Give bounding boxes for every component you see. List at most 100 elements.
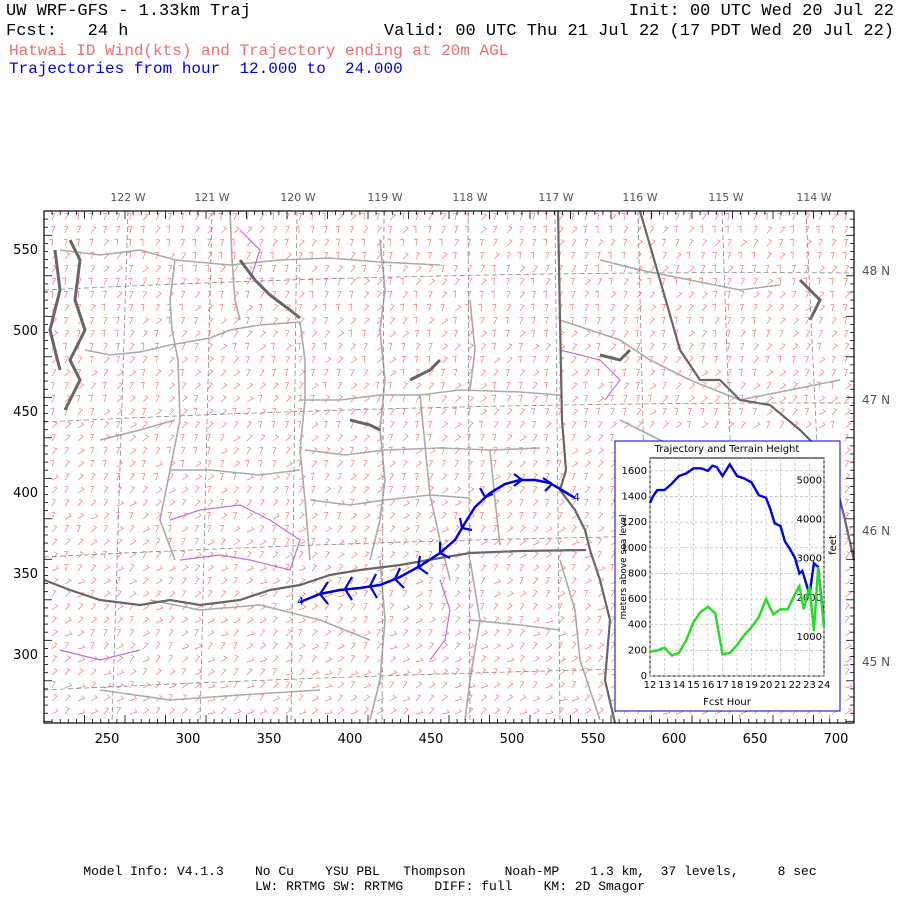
wind-barb xyxy=(272,499,279,507)
wind-barb xyxy=(454,382,462,390)
wind-barb xyxy=(427,251,432,260)
wind-barb xyxy=(844,667,850,676)
wind-barb xyxy=(220,382,228,390)
wind-barb xyxy=(570,277,575,286)
wind-barb xyxy=(662,342,667,351)
wind-barb xyxy=(479,290,484,299)
wind-barb xyxy=(103,564,111,572)
wind-barb xyxy=(467,395,475,403)
wind-barb xyxy=(245,459,250,468)
wind-barb xyxy=(584,628,590,637)
wind-barb xyxy=(389,303,395,312)
wind-barb xyxy=(142,265,150,273)
wind-barb xyxy=(479,239,484,247)
wind-barb xyxy=(103,421,110,429)
wind-caption: Hatwai ID Wind(kts) and Trajectory endin… xyxy=(9,42,509,60)
wind-barb xyxy=(349,447,354,455)
lat-label: 47 N xyxy=(862,393,890,407)
wind-barb xyxy=(597,537,603,546)
wind-barb xyxy=(181,629,189,637)
wind-barb xyxy=(519,316,524,325)
wind-barb xyxy=(453,511,458,520)
wind-barb xyxy=(102,381,107,390)
latitude-labels: 48 N 47 N 46 N 45 N xyxy=(862,264,890,669)
wind-barb xyxy=(701,304,708,312)
wind-barb xyxy=(480,694,488,702)
wind-barb xyxy=(504,316,509,325)
wind-barb xyxy=(295,225,300,233)
wind-barb xyxy=(662,407,667,416)
wind-barb xyxy=(493,602,499,611)
wind-barb xyxy=(324,629,332,637)
wind-barb xyxy=(584,603,591,611)
wind-barb xyxy=(713,356,718,364)
wind-barb xyxy=(142,395,149,403)
wind-barb xyxy=(713,290,718,299)
wind-barb xyxy=(558,656,566,663)
wind-barb xyxy=(129,460,136,468)
wind-barb xyxy=(805,368,810,377)
wind-barb xyxy=(103,682,112,689)
wind-barb xyxy=(740,239,747,247)
wind-barb xyxy=(402,565,410,572)
wind-barb xyxy=(233,395,241,403)
wind-barb xyxy=(350,382,358,390)
wind-barb xyxy=(350,317,357,325)
wind-barb xyxy=(725,212,729,221)
wind-barb xyxy=(298,680,303,689)
wind-barb xyxy=(62,277,66,286)
wind-barb xyxy=(571,420,577,429)
wind-barb xyxy=(155,265,162,273)
wind-barb xyxy=(259,355,265,364)
wind-barb xyxy=(129,654,135,663)
wind-barb xyxy=(298,654,303,663)
wind-barb xyxy=(532,589,538,598)
wind-barb xyxy=(402,680,408,689)
wind-barb xyxy=(155,317,163,325)
wind-barb xyxy=(194,512,202,520)
wind-barb xyxy=(194,681,202,689)
wind-barb xyxy=(389,433,394,442)
wind-barb xyxy=(649,265,656,273)
wind-barb xyxy=(220,343,228,351)
wind-barb xyxy=(180,238,185,247)
wind-barb xyxy=(532,459,538,468)
wind-barb xyxy=(77,695,85,702)
wind-barb xyxy=(402,629,409,637)
wind-barb xyxy=(454,395,462,403)
inset-y-tick: 1000 xyxy=(622,543,647,554)
wind-barb xyxy=(428,407,433,416)
x-tick: 350 xyxy=(257,732,282,747)
wind-barb xyxy=(285,577,292,585)
wind-barb xyxy=(64,538,71,546)
wind-barb xyxy=(272,655,279,663)
wind-barb xyxy=(480,316,485,325)
wind-barb xyxy=(610,485,615,494)
wind-barb xyxy=(103,670,112,676)
wind-barb xyxy=(427,238,432,247)
wind-barb xyxy=(662,355,668,364)
wind-barb xyxy=(363,589,369,598)
wind-barb xyxy=(179,368,184,377)
wind-barb xyxy=(259,330,267,338)
wind-barb xyxy=(519,291,526,299)
x-tick: 700 xyxy=(824,732,849,747)
wind-barb xyxy=(506,394,512,403)
wind-barb xyxy=(324,238,330,247)
wind-barb xyxy=(181,655,189,663)
wind-barb xyxy=(166,316,170,325)
wind-barb xyxy=(608,381,613,390)
wind-barb xyxy=(207,617,215,624)
wind-barb xyxy=(506,525,514,533)
wind-barb xyxy=(51,525,58,533)
wind-barb xyxy=(532,708,540,715)
wind-barb xyxy=(493,563,499,572)
wind-barb xyxy=(101,303,106,312)
wind-barb xyxy=(492,459,497,468)
wind-barb xyxy=(271,524,276,533)
wind-barb xyxy=(142,667,148,676)
wind-barb xyxy=(103,356,111,364)
wind-barb xyxy=(194,576,200,585)
wind-barb xyxy=(765,355,770,364)
wind-barb xyxy=(311,460,318,468)
